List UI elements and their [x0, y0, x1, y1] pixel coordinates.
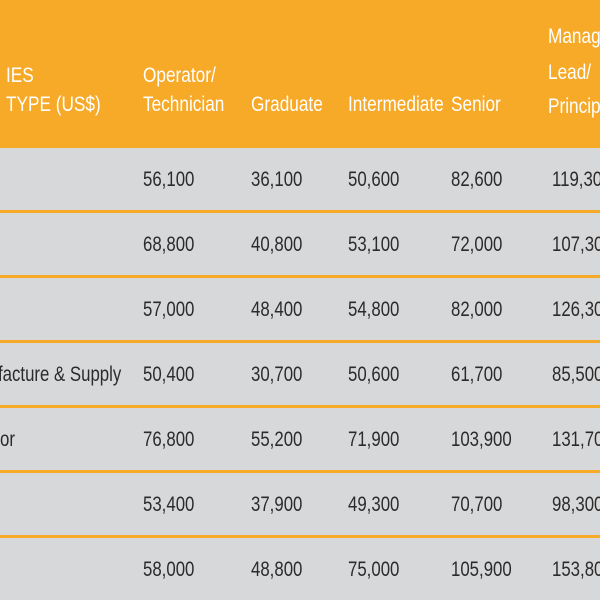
cell-graduate: 36,100	[251, 168, 303, 191]
cell-intermediate: 49,300	[348, 493, 400, 516]
column-header-intermediate: Intermediate	[348, 93, 444, 116]
cell-intermediate: 53,100	[348, 233, 400, 256]
row-separator	[0, 275, 600, 278]
cell-intermediate: 50,600	[348, 168, 400, 191]
cell-graduate: 48,400	[251, 298, 303, 321]
column-header-manager-line-1: Manage	[548, 25, 600, 48]
table-title-line-2: TYPE (US$)	[6, 93, 101, 116]
column-header-manager-line-3: Principa	[548, 95, 600, 118]
cell-operator: 53,400	[143, 493, 195, 516]
cell-graduate: 37,900	[251, 493, 303, 516]
cell-operator: 50,400	[143, 363, 195, 386]
cell-operator: 58,000	[143, 558, 195, 581]
cell-graduate: 55,200	[251, 428, 303, 451]
row-label: facture & Supply	[0, 363, 122, 386]
table-row: 58,000 48,800 75,000 105,900 153,800	[0, 538, 600, 600]
column-header-manager-line-2: Lead/	[548, 61, 592, 84]
table-row: 57,000 48,400 54,800 82,000 126,300	[0, 278, 600, 341]
row-separator	[0, 340, 600, 343]
cell-operator: 68,800	[143, 233, 195, 256]
cell-senior: 61,700	[451, 363, 503, 386]
row-separator	[0, 405, 600, 408]
cell-intermediate: 71,900	[348, 428, 400, 451]
table-row: or 76,800 55,200 71,900 103,900 131,700	[0, 408, 600, 471]
cell-manager: 85,500	[552, 363, 600, 386]
cell-intermediate: 50,600	[348, 363, 400, 386]
cell-senior: 82,000	[451, 298, 503, 321]
table-row: 68,800 40,800 53,100 72,000 107,300	[0, 213, 600, 276]
column-header-operator-line-1: Operator/	[143, 64, 216, 87]
row-separator	[0, 535, 600, 538]
row-label: or	[0, 428, 15, 451]
cell-operator: 57,000	[143, 298, 195, 321]
cell-operator: 56,100	[143, 168, 195, 191]
table-title-line-1: IES	[6, 64, 34, 87]
cell-manager: 131,700	[552, 428, 600, 451]
cell-manager: 107,300	[552, 233, 600, 256]
cell-manager: 126,300	[552, 298, 600, 321]
column-header-senior: Senior	[451, 93, 501, 116]
table-row: 53,400 37,900 49,300 70,700 98,300	[0, 473, 600, 536]
column-header-operator-line-2: Technician	[143, 93, 225, 116]
cell-intermediate: 75,000	[348, 558, 400, 581]
cell-graduate: 48,800	[251, 558, 303, 581]
cell-senior: 72,000	[451, 233, 503, 256]
cell-senior: 105,900	[451, 558, 512, 581]
cell-operator: 76,800	[143, 428, 195, 451]
cell-senior: 103,900	[451, 428, 512, 451]
cell-manager: 98,300	[552, 493, 600, 516]
cell-graduate: 30,700	[251, 363, 303, 386]
column-header-graduate: Graduate	[251, 93, 323, 116]
cell-manager: 119,300	[552, 168, 600, 191]
table-header: IES TYPE (US$) Operator/ Technician Grad…	[0, 0, 600, 148]
cell-graduate: 40,800	[251, 233, 303, 256]
cell-intermediate: 54,800	[348, 298, 400, 321]
table-row: facture & Supply 50,400 30,700 50,600 61…	[0, 343, 600, 406]
table-row: 56,100 36,100 50,600 82,600 119,300	[0, 148, 600, 211]
row-separator	[0, 470, 600, 473]
row-separator	[0, 210, 600, 213]
cell-senior: 70,700	[451, 493, 503, 516]
cell-manager: 153,800	[552, 558, 600, 581]
cell-senior: 82,600	[451, 168, 503, 191]
